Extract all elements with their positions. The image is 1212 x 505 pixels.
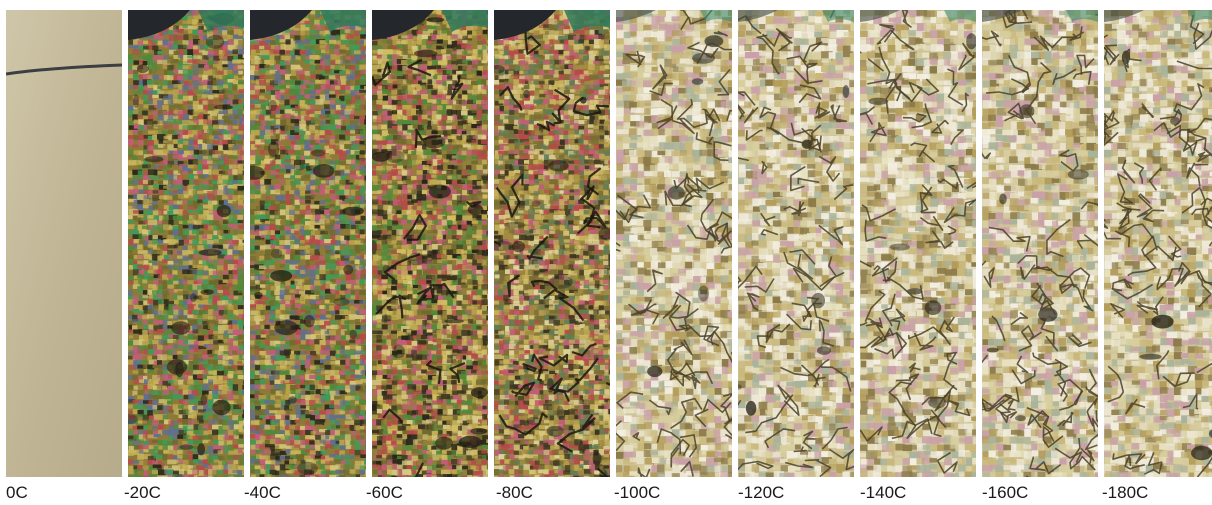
sample-panel-7 xyxy=(860,10,976,477)
micrograph-texture-1 xyxy=(128,10,244,477)
sample-panel-0 xyxy=(6,10,122,477)
temperature-label-1: -20C xyxy=(124,483,161,502)
temperature-label-8: -160C xyxy=(982,483,1029,502)
micrograph-texture-8 xyxy=(982,10,1098,477)
temperature-label-7: -140C xyxy=(860,483,907,502)
sample-panel-9 xyxy=(1104,10,1212,477)
micrograph-texture-9 xyxy=(1104,10,1212,477)
sample-panel-5 xyxy=(616,10,732,477)
micrograph-texture-4 xyxy=(494,10,610,477)
temperature-label-3: -60C xyxy=(366,483,403,502)
temperature-label-0: 0C xyxy=(6,483,28,502)
sample-panel-6 xyxy=(738,10,854,477)
temperature-label-4: -80C xyxy=(496,483,533,502)
temperature-label-9: -180C xyxy=(1102,483,1149,502)
sample-panel-8 xyxy=(982,10,1098,477)
micrograph-texture-5 xyxy=(616,10,732,477)
sample-panel-2 xyxy=(250,10,366,477)
sample-panel-4 xyxy=(494,10,610,477)
temperature-label-2: -40C xyxy=(244,483,281,502)
micrograph-texture-2 xyxy=(250,10,366,477)
micrograph-texture-6 xyxy=(738,10,854,477)
temperature-label-5: -100C xyxy=(614,483,661,502)
temperature-label-6: -120C xyxy=(738,483,785,502)
micrograph-texture-7 xyxy=(860,10,976,477)
micrograph-texture-3 xyxy=(372,10,488,477)
micrograph-texture-0 xyxy=(6,10,122,477)
sample-panel-1 xyxy=(128,10,244,477)
sample-panel-3 xyxy=(372,10,488,477)
